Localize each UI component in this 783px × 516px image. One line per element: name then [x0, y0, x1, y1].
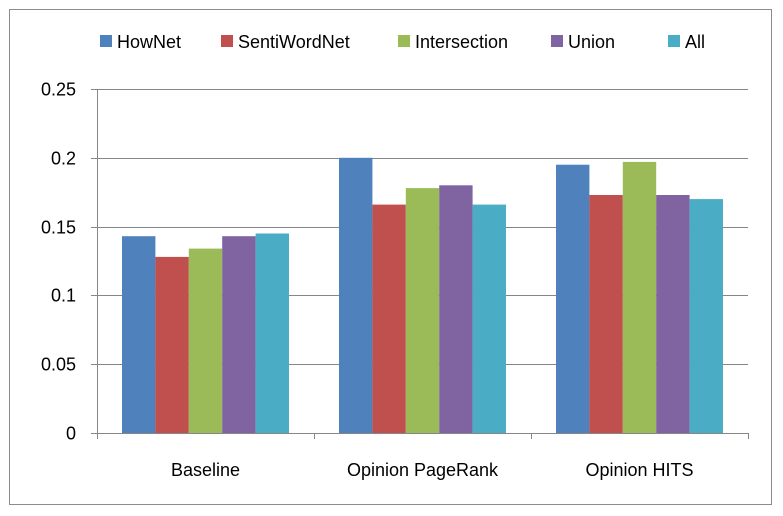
- legend-label: Union: [568, 32, 615, 52]
- legend-label: HowNet: [117, 32, 181, 52]
- bar-all: [689, 199, 723, 433]
- bar-hownet: [122, 236, 156, 433]
- bars: [122, 157, 723, 434]
- y-tick-label: 0.15: [41, 218, 76, 238]
- y-tick-label: 0.1: [51, 286, 76, 306]
- legend-swatch: [221, 35, 233, 47]
- bar-hownet: [556, 164, 590, 433]
- bar-all: [255, 233, 289, 433]
- legend-swatch: [100, 35, 112, 47]
- axes: [97, 89, 749, 439]
- y-axis-ticks: 0 0.05 0.1 0.15 0.2 0.25: [41, 80, 97, 444]
- x-tick-label: Opinion PageRank: [347, 460, 499, 480]
- legend: HowNet SentiWordNet Intersection Union All: [100, 32, 705, 52]
- legend-swatch: [551, 35, 563, 47]
- y-tick-label: 0: [66, 424, 76, 444]
- bar-intersection: [188, 248, 223, 433]
- legend-label: SentiWordNet: [238, 32, 350, 52]
- legend-label: All: [685, 32, 705, 52]
- x-tick-label: Baseline: [171, 460, 240, 480]
- legend-swatch: [668, 35, 680, 47]
- bar-sentiwordnet: [155, 256, 189, 433]
- legend-swatch: [398, 35, 410, 47]
- bar-union: [222, 236, 256, 433]
- y-tick-label: 0.2: [51, 149, 76, 169]
- bar-union: [439, 185, 473, 433]
- x-tick-label: Opinion HITS: [585, 460, 693, 480]
- bar-intersection: [405, 188, 440, 433]
- bar-hownet: [339, 157, 373, 434]
- legend-label: Intersection: [415, 32, 508, 52]
- bar-intersection: [622, 161, 657, 433]
- bar-union: [656, 195, 690, 433]
- bar-all: [472, 204, 506, 433]
- x-axis-labels: Baseline Opinion PageRank Opinion HITS: [171, 460, 694, 480]
- y-tick-label: 0.25: [41, 80, 76, 100]
- bar-sentiwordnet: [589, 195, 623, 433]
- bar-sentiwordnet: [372, 204, 406, 433]
- y-tick-label: 0.05: [41, 355, 76, 375]
